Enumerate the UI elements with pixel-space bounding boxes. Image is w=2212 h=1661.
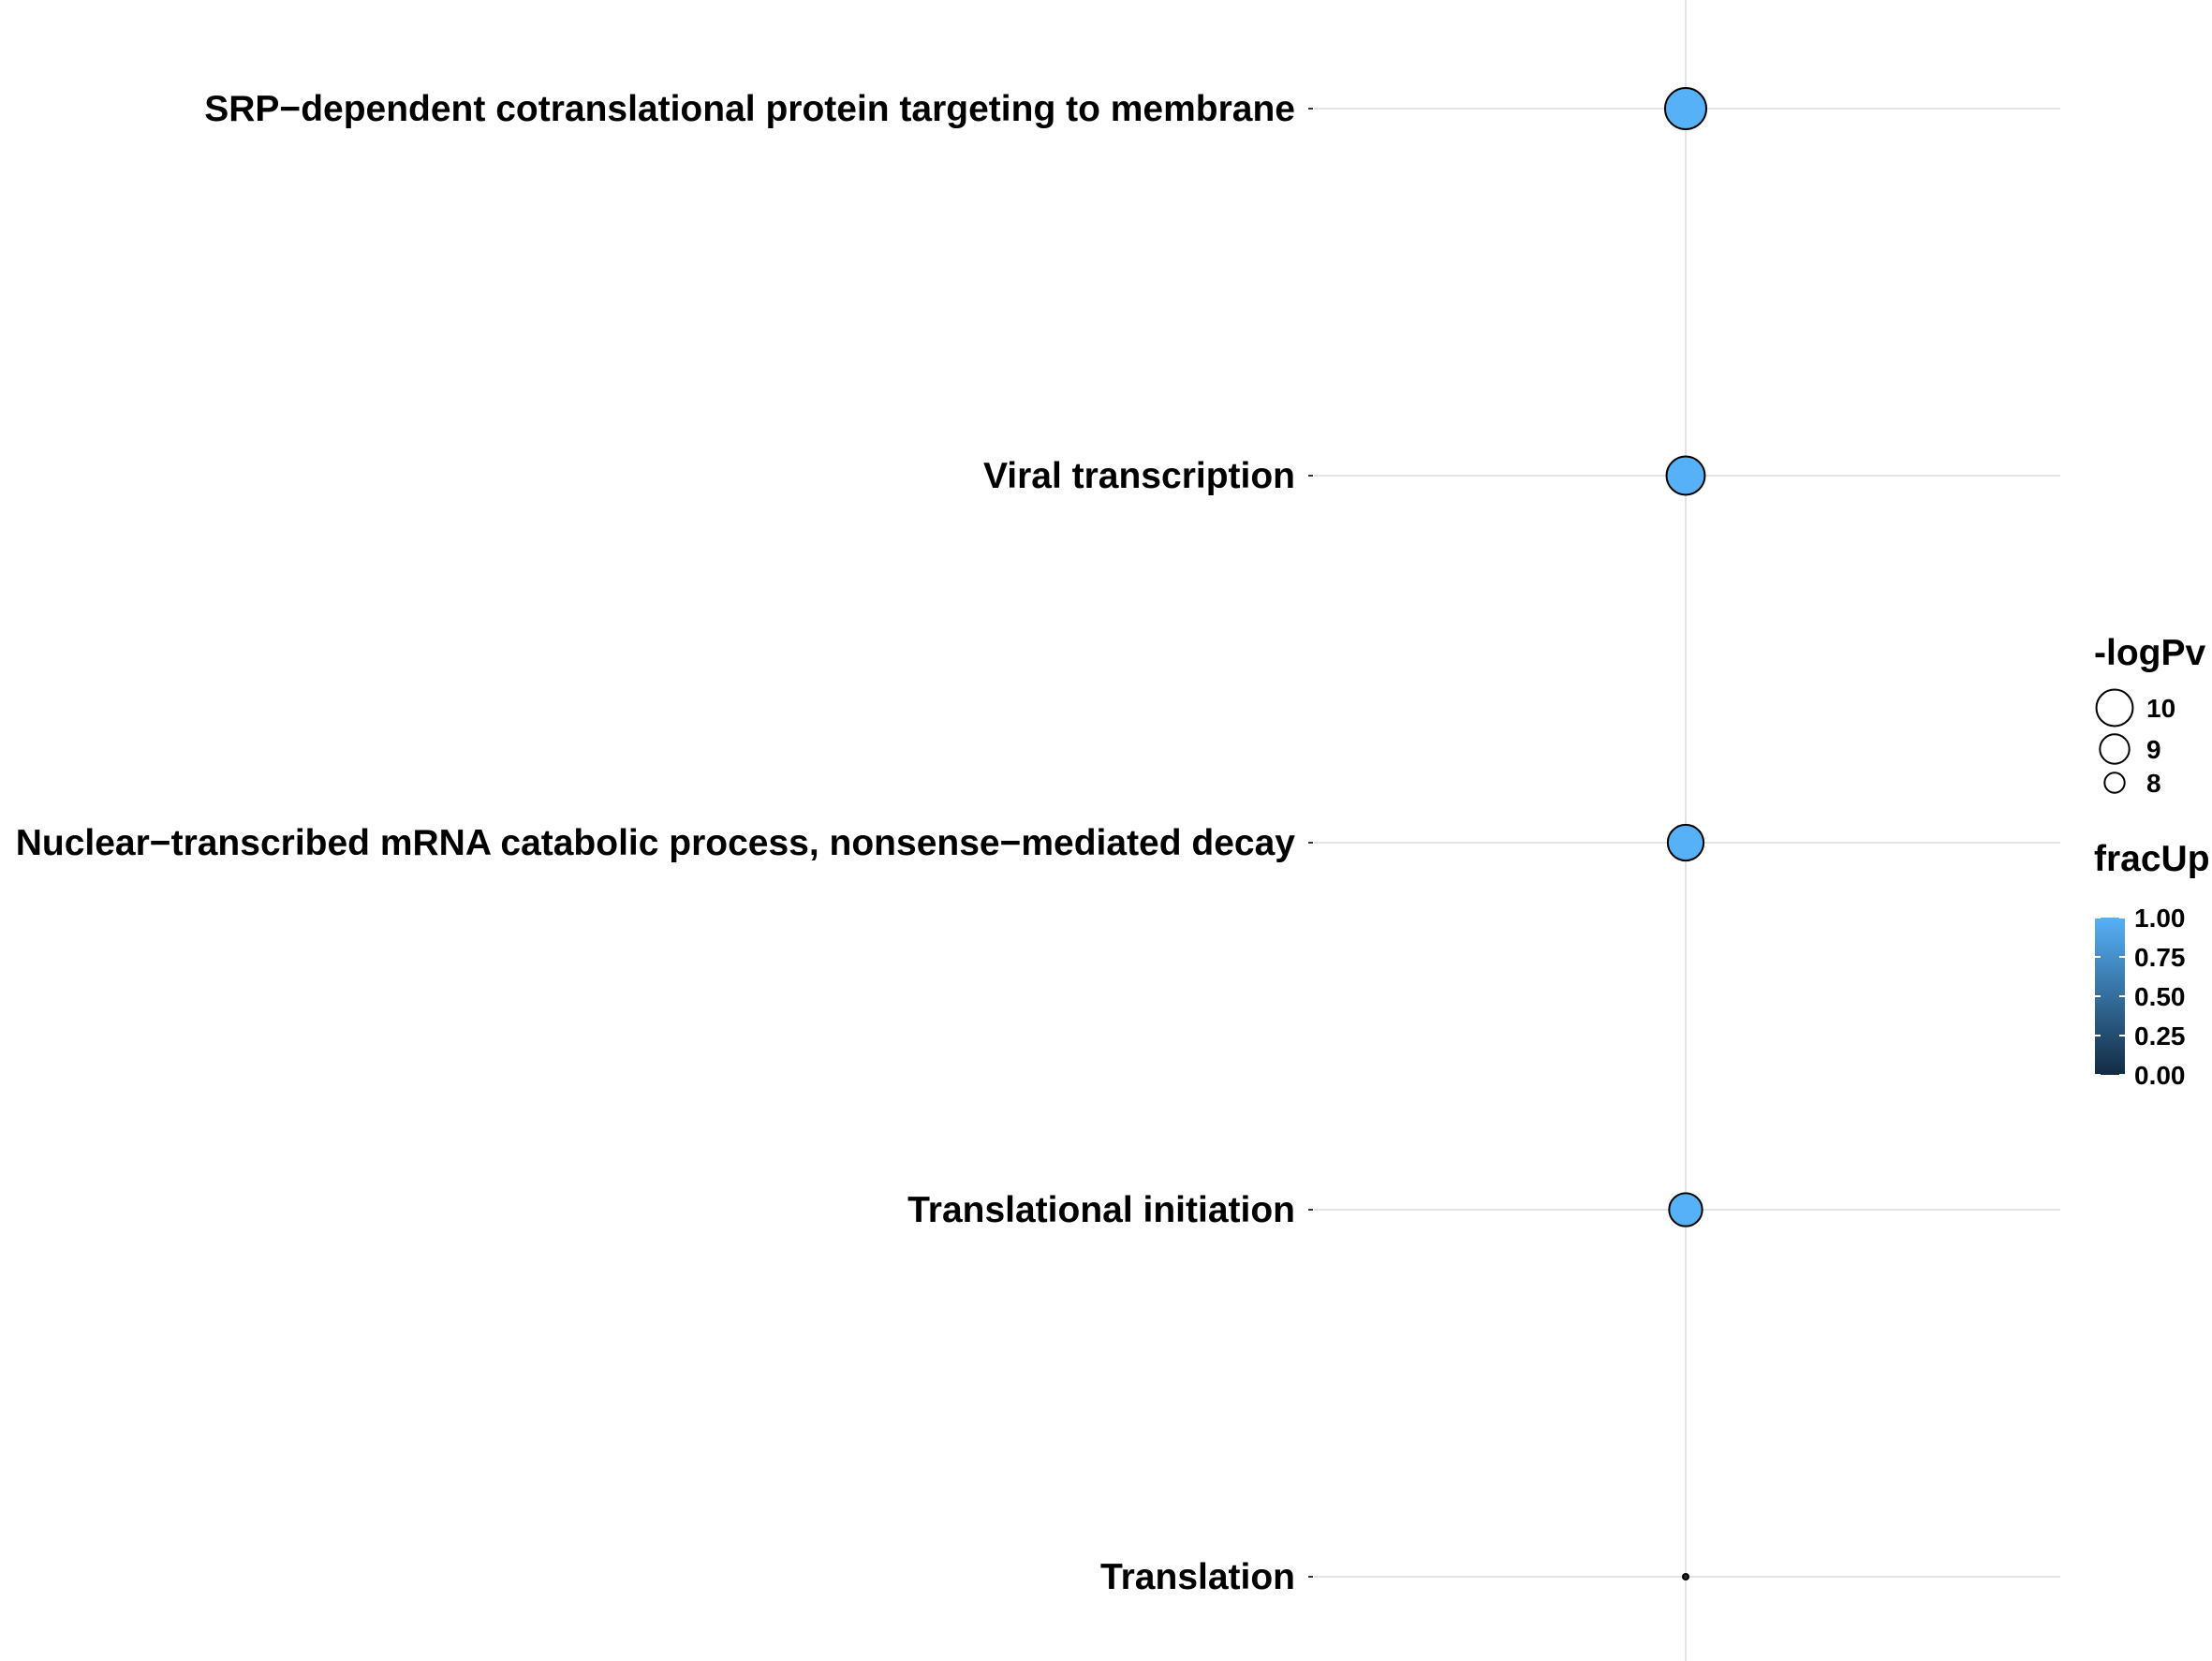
colorbar-label: 0.50 xyxy=(2134,982,2186,1011)
data-point xyxy=(1668,1192,1703,1227)
y-tick-label: Nuclear−transcribed mRNA catabolic proce… xyxy=(16,823,1296,863)
colorbar-label: 1.00 xyxy=(2134,904,2186,933)
data-point xyxy=(1666,823,1705,862)
colorbar-label: 0.75 xyxy=(2134,943,2186,972)
size-legend-label: 8 xyxy=(2146,769,2161,798)
color-legend-title: fracUp xyxy=(2094,839,2210,879)
data-point xyxy=(1682,1573,1689,1580)
size-legend-circle xyxy=(2095,688,2134,728)
data-points xyxy=(1664,87,1707,1580)
colorbar-label: 0.25 xyxy=(2134,1022,2186,1051)
size-legend-title: -logPv xyxy=(2094,633,2205,673)
y-tick-label: Translational initiation xyxy=(907,1190,1295,1230)
size-legend-label: 9 xyxy=(2146,735,2161,764)
y-tick-label: Viral transcription xyxy=(983,456,1295,496)
size-legend-circle xyxy=(2103,772,2126,794)
size-legend-label: 10 xyxy=(2146,694,2175,723)
data-point xyxy=(1665,455,1706,496)
y-tick-label: SRP−dependent cotranslational protein ta… xyxy=(204,89,1295,129)
size-legend-circle xyxy=(2099,733,2131,765)
color-legend-ticks: 1.00 0.75 0.50 0.25 0.00 xyxy=(2095,904,2186,1090)
legend: -logPv 10 9 8 fracUp 1.00 0.75 0.50 0.25 0.00 xyxy=(2094,633,2210,1090)
y-axis-labels: SRP−dependent cotranslational protein ta… xyxy=(16,89,1296,1597)
y-tick-label: Translation xyxy=(1100,1557,1295,1597)
colorbar-label: 0.00 xyxy=(2134,1061,2186,1090)
y-axis-ticks xyxy=(1308,108,1313,1578)
data-point xyxy=(1664,87,1707,130)
size-legend-keys: 10 9 8 xyxy=(2095,688,2175,798)
